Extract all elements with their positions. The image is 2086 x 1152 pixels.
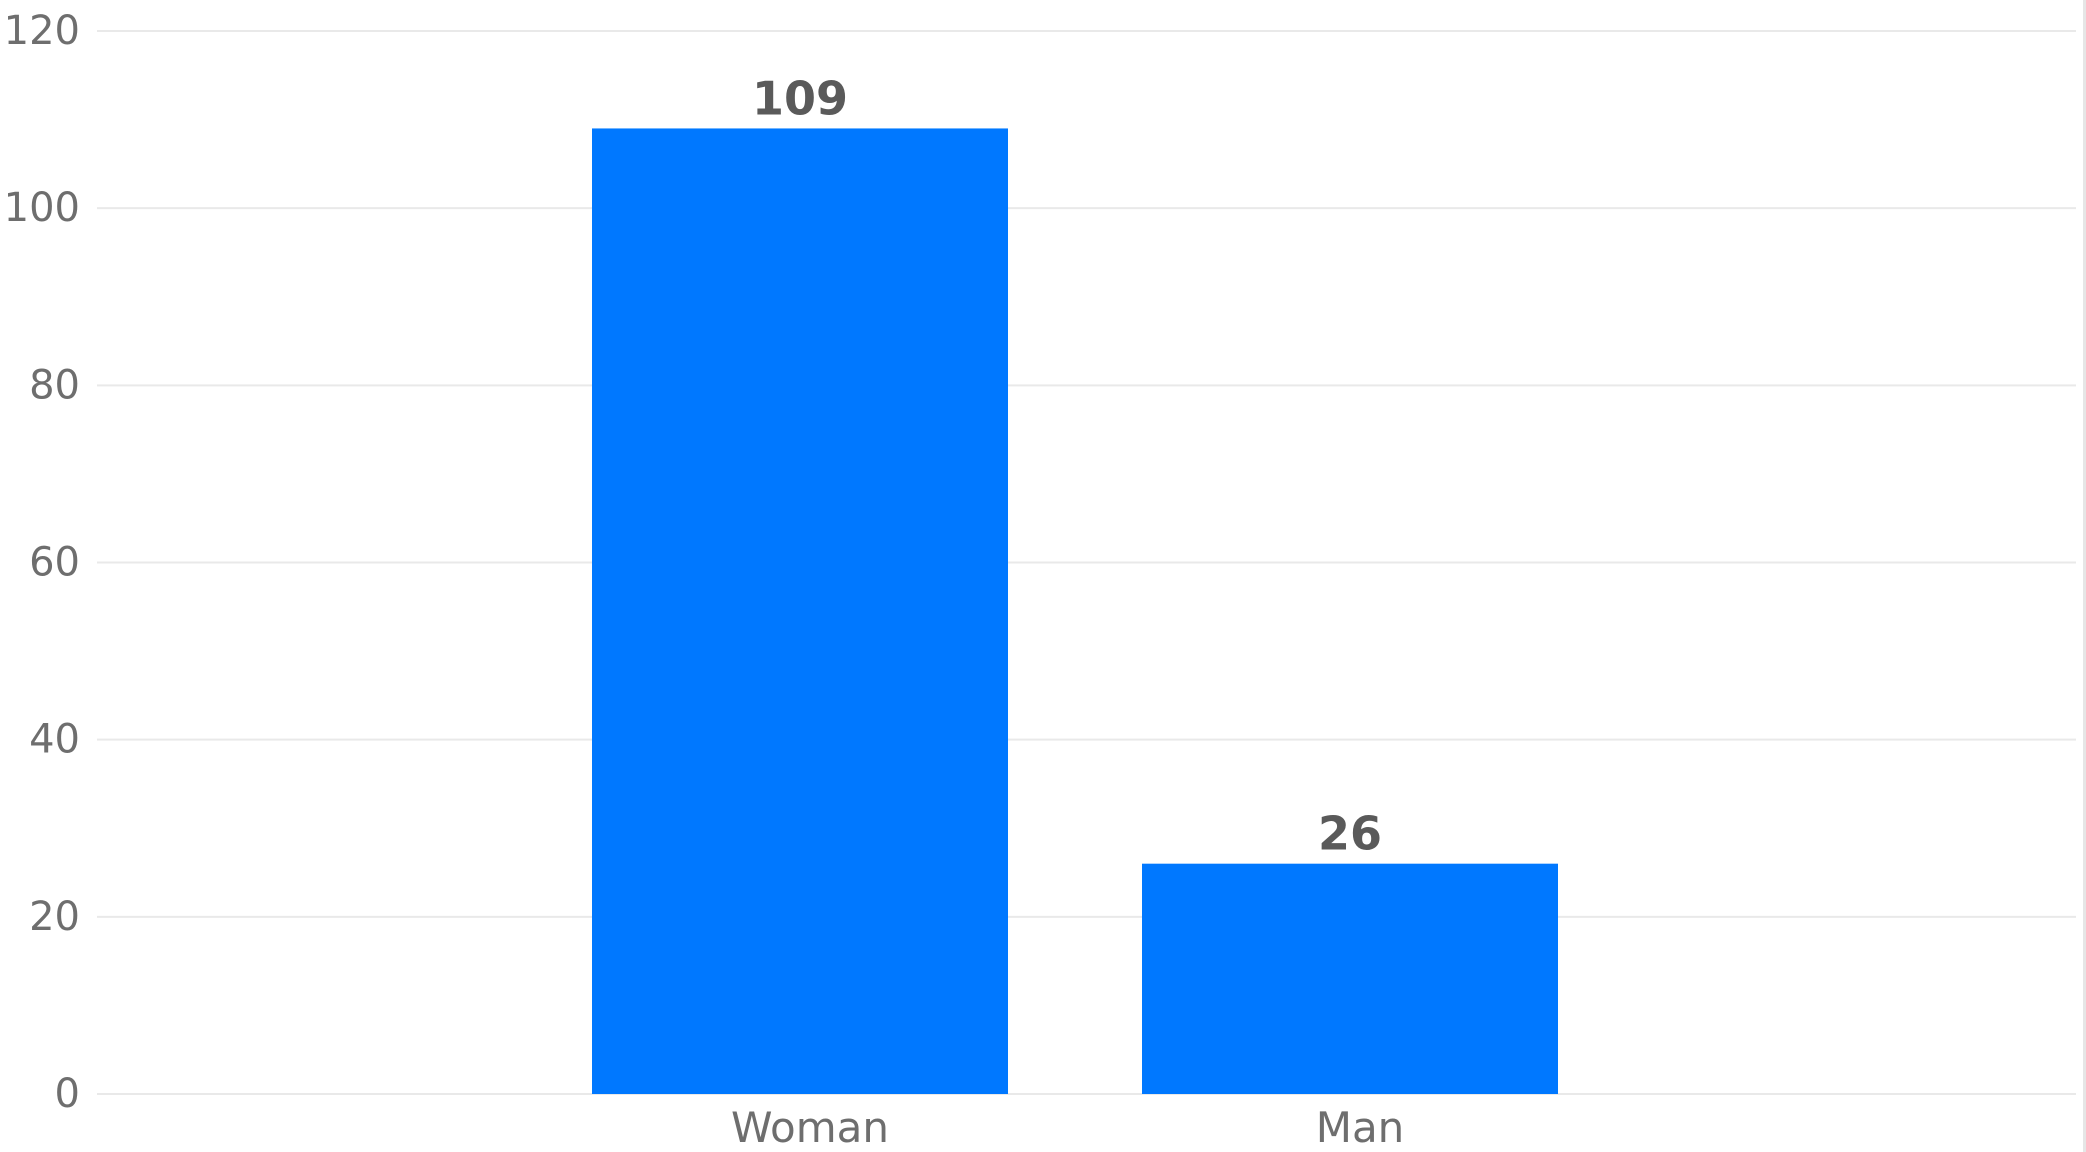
gridlines xyxy=(97,30,2076,1095)
y-tick-label: 20 xyxy=(29,894,80,940)
y-tick-label: 40 xyxy=(29,717,80,763)
x-axis: Woman Man xyxy=(731,1103,1404,1152)
y-tick-label: 0 xyxy=(55,1071,80,1117)
y-tick-label: 60 xyxy=(29,540,80,586)
data-label-man: 26 xyxy=(1318,807,1382,861)
x-tick-label-woman: Woman xyxy=(731,1103,889,1152)
bars xyxy=(592,128,1558,1095)
bar-man xyxy=(1142,863,1558,1094)
y-tick-label: 100 xyxy=(4,185,80,231)
bar-woman xyxy=(592,128,1008,1095)
data-labels: 109 26 xyxy=(752,71,1382,860)
x-tick-label-man: Man xyxy=(1316,1103,1405,1152)
y-tick-label: 80 xyxy=(29,362,80,408)
panel-right-edge xyxy=(2083,0,2086,1152)
data-label-woman: 109 xyxy=(752,71,848,125)
y-axis: 0 20 40 60 80 100 120 xyxy=(4,8,80,1117)
y-tick-label: 120 xyxy=(4,8,80,54)
